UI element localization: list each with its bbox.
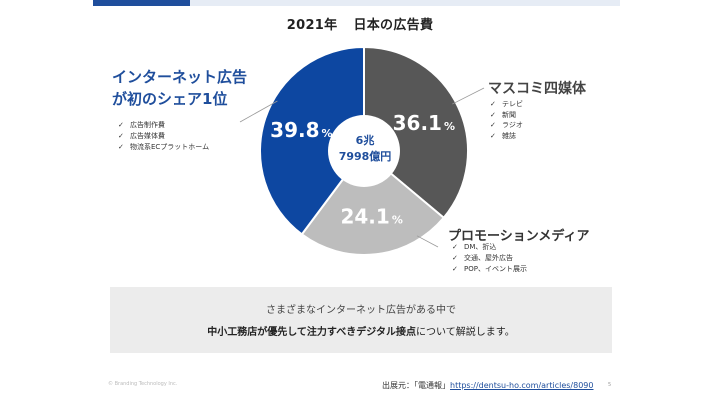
header-bar <box>190 0 620 6</box>
total-amount-line1: 6兆 <box>355 134 375 147</box>
donut-hole <box>328 115 400 187</box>
mass-media-item: ラジオ <box>490 120 523 131</box>
internet-item-list: 広告制作費 広告媒体費 物流系ECプラットホーム <box>118 120 209 153</box>
mass-media-item-list: テレビ 新聞 ラジオ 雑誌 <box>490 99 523 141</box>
page-title: 2021年 日本の広告費 <box>0 14 720 33</box>
internet-heading: インターネット広告 が初のシェア1位 <box>112 66 247 110</box>
total-amount-line2: 7998億円 <box>338 150 392 163</box>
header-accent-bar <box>93 0 190 6</box>
source-link[interactable]: https://dentsu-ho.com/articles/8090 <box>450 381 594 390</box>
internet-item: 広告媒体費 <box>118 131 209 142</box>
internet-item: 広告制作費 <box>118 120 209 131</box>
promotion-leader-line <box>416 235 439 248</box>
mass-media-item: テレビ <box>490 99 523 110</box>
source-citation: 出展元：「電通報」https://dentsu-ho.com/articles/… <box>382 380 593 391</box>
internet-item: 物流系ECプラットホーム <box>118 142 209 153</box>
internet-leader-line <box>239 100 278 123</box>
copyright: © Branding Technology Inc. <box>108 381 178 387</box>
internet-slice <box>259 45 365 236</box>
promotion-item: 交通、屋外広告 <box>452 253 527 264</box>
source-prefix: 出展元：「電通報」 <box>382 381 450 390</box>
total-amount: 6兆 7998億円 <box>320 133 410 165</box>
promotion-item-list: DM、折込 交通、屋外広告 POP、イベント展示 <box>452 242 527 275</box>
mass-media-item: 雑誌 <box>490 131 523 142</box>
internet-heading-line1: インターネット広告 <box>112 68 248 86</box>
mass-media-slice <box>363 45 469 220</box>
promotion-item: POP、イベント展示 <box>452 264 527 275</box>
title-text: 日本の広告費 <box>353 18 434 33</box>
promotion-slice <box>300 149 446 256</box>
title-year: 2021年 <box>286 18 338 33</box>
summary-intro: さまざまなインターネット広告がある中で <box>266 305 456 316</box>
page-number: 5 <box>608 382 612 388</box>
mass-media-leader-line <box>452 87 485 105</box>
mass-media-percent-label: 36.1% <box>393 111 455 135</box>
internet-heading-line2: が初のシェア1位 <box>112 90 228 108</box>
summary-box: さまざまなインターネット広告がある中で 中小工務店が優先して注力すべきデジタル接… <box>110 287 612 353</box>
promotion-item: DM、折込 <box>452 242 527 253</box>
internet-percent-label: 39.8% <box>270 118 332 142</box>
mass-media-item: 新聞 <box>490 110 523 121</box>
summary-emphasis: 中小工務店が優先して注力すべきデジタル接点 <box>207 327 417 338</box>
promotion-percent-label: 24.1% <box>340 205 402 229</box>
summary-rest: について解説します。 <box>416 327 515 338</box>
promotion-heading: プロモーションメディア <box>448 229 590 244</box>
mass-media-heading: マスコミ四媒体 <box>488 81 586 97</box>
summary-statement: 中小工務店が優先して注力すべきデジタル接点について解説します。 <box>110 323 612 338</box>
